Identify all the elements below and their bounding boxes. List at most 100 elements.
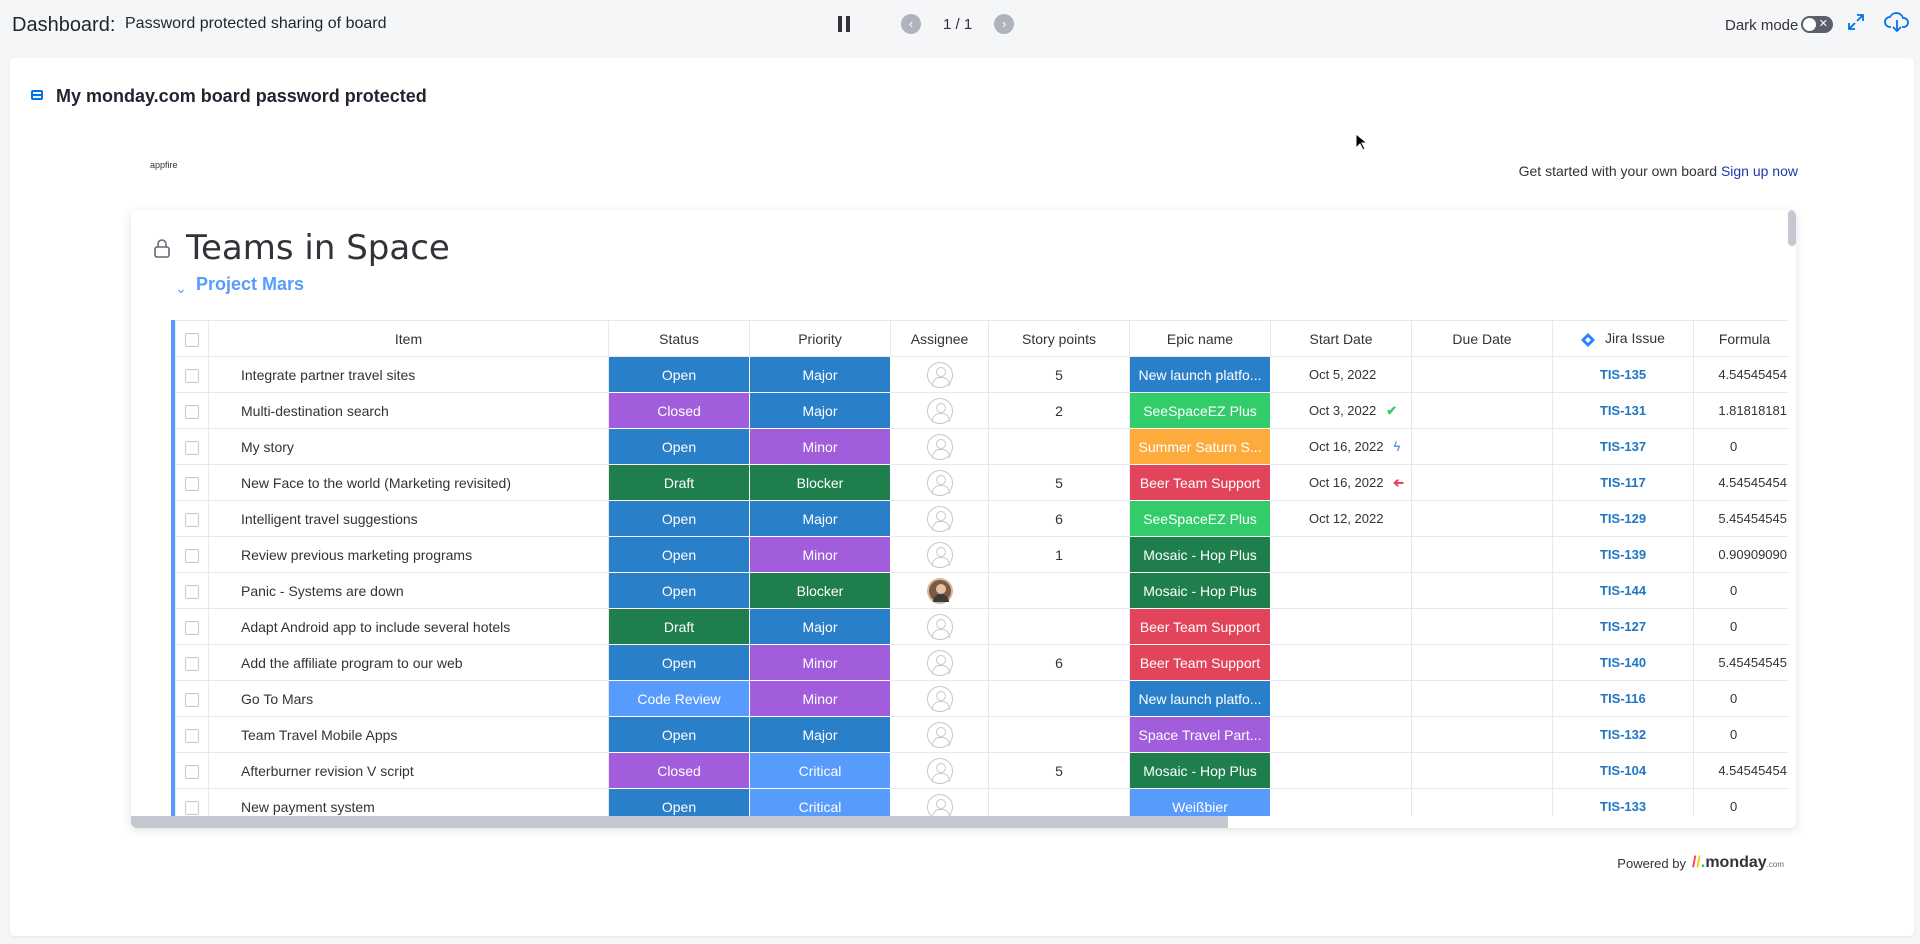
row-checkbox[interactable] bbox=[175, 464, 209, 501]
table-row[interactable]: Review previous marketing programs Open Mi… bbox=[175, 536, 1788, 573]
item-name[interactable]: Intelligent travel suggestions bbox=[208, 500, 609, 537]
item-name[interactable]: Review previous marketing programs bbox=[208, 536, 609, 573]
item-name[interactable]: Integrate partner travel sites bbox=[208, 356, 609, 393]
row-checkbox[interactable] bbox=[175, 572, 209, 609]
assignee-cell[interactable] bbox=[890, 680, 989, 717]
story-points-cell[interactable] bbox=[988, 608, 1130, 645]
table-row[interactable]: Go To Mars Code Review Minor New launch pla… bbox=[175, 680, 1788, 717]
priority-cell[interactable]: Minor bbox=[749, 680, 891, 717]
story-points-cell[interactable]: 5 bbox=[988, 464, 1130, 501]
sign-up-link[interactable]: Sign up now bbox=[1720, 163, 1798, 179]
assignee-cell[interactable] bbox=[890, 428, 989, 465]
status-cell[interactable]: Open bbox=[608, 788, 750, 818]
table-row[interactable]: New Face to the world (Marketing revisit… bbox=[175, 464, 1788, 501]
epic-name-cell[interactable]: Mosaic - Hop Plus bbox=[1129, 536, 1271, 573]
status-cell[interactable]: Code Review bbox=[608, 680, 750, 717]
table-row[interactable]: Add the affiliate program to our web Open… bbox=[175, 644, 1788, 681]
story-points-cell[interactable] bbox=[988, 788, 1130, 818]
column-header-assignee[interactable]: Assignee bbox=[890, 320, 989, 357]
assignee-cell[interactable] bbox=[890, 392, 989, 429]
row-checkbox[interactable] bbox=[175, 716, 209, 753]
story-points-cell[interactable]: 5 bbox=[988, 356, 1130, 393]
story-points-cell[interactable]: 2 bbox=[988, 392, 1130, 429]
story-points-cell[interactable]: 5 bbox=[988, 752, 1130, 789]
epic-name-cell[interactable]: Beer Team Support bbox=[1129, 644, 1271, 681]
row-checkbox[interactable] bbox=[175, 428, 209, 465]
epic-name-cell[interactable]: New launch platfo... bbox=[1129, 680, 1271, 717]
epic-name-cell[interactable]: SeeSpaceEZ Plus bbox=[1129, 392, 1271, 429]
start-date-cell[interactable]: Oct 3, 2022 ✔ bbox=[1270, 392, 1412, 429]
epic-name-cell[interactable]: Weißbier bbox=[1129, 788, 1271, 818]
jira-issue-link[interactable]: TIS-135 bbox=[1552, 356, 1694, 393]
story-points-cell[interactable] bbox=[988, 716, 1130, 753]
start-date-cell[interactable] bbox=[1270, 752, 1412, 789]
column-header-story-points[interactable]: Story points bbox=[988, 320, 1130, 357]
epic-name-cell[interactable]: Beer Team Support bbox=[1129, 608, 1271, 645]
item-name[interactable]: New Face to the world (Marketing revisit… bbox=[208, 464, 609, 501]
row-checkbox[interactable] bbox=[175, 644, 209, 681]
due-date-cell[interactable] bbox=[1411, 356, 1553, 393]
start-date-cell[interactable] bbox=[1270, 536, 1412, 573]
status-cell[interactable]: Open bbox=[608, 644, 750, 681]
due-date-cell[interactable] bbox=[1411, 644, 1553, 681]
due-date-cell[interactable] bbox=[1411, 608, 1553, 645]
assignee-cell[interactable] bbox=[890, 464, 989, 501]
jira-issue-link[interactable]: TIS-139 bbox=[1552, 536, 1694, 573]
status-cell[interactable]: Draft bbox=[608, 608, 750, 645]
column-header-priority[interactable]: Priority bbox=[749, 320, 891, 357]
epic-name-cell[interactable]: New launch platfo... bbox=[1129, 356, 1271, 393]
due-date-cell[interactable] bbox=[1411, 788, 1553, 818]
horizontal-scrollbar[interactable] bbox=[131, 816, 1228, 828]
jira-issue-link[interactable]: TIS-127 bbox=[1552, 608, 1694, 645]
vertical-scrollbar[interactable] bbox=[1788, 210, 1796, 246]
table-row[interactable]: Multi-destination search Closed Major 2 SeeS… bbox=[175, 392, 1788, 429]
jira-issue-link[interactable]: TIS-117 bbox=[1552, 464, 1694, 501]
priority-cell[interactable]: Critical bbox=[749, 788, 891, 818]
column-header-epic-name[interactable]: Epic name bbox=[1129, 320, 1271, 357]
item-name[interactable]: Panic - Systems are down bbox=[208, 572, 609, 609]
item-name[interactable]: Afterburner revision V script bbox=[208, 752, 609, 789]
priority-cell[interactable]: Blocker bbox=[749, 464, 891, 501]
status-cell[interactable]: Open bbox=[608, 536, 750, 573]
row-checkbox[interactable] bbox=[175, 392, 209, 429]
select-all-checkbox[interactable] bbox=[175, 320, 209, 357]
status-cell[interactable]: Open bbox=[608, 716, 750, 753]
assignee-cell[interactable] bbox=[890, 752, 989, 789]
due-date-cell[interactable] bbox=[1411, 464, 1553, 501]
column-header-due-date[interactable]: Due Date bbox=[1411, 320, 1553, 357]
dark-mode-toggle[interactable]: ✕ bbox=[1801, 16, 1833, 33]
priority-cell[interactable]: Critical bbox=[749, 752, 891, 789]
row-checkbox[interactable] bbox=[175, 608, 209, 645]
row-checkbox[interactable] bbox=[175, 500, 209, 537]
due-date-cell[interactable] bbox=[1411, 536, 1553, 573]
start-date-cell[interactable] bbox=[1270, 788, 1412, 818]
due-date-cell[interactable] bbox=[1411, 500, 1553, 537]
status-cell[interactable]: Closed bbox=[608, 752, 750, 789]
table-row[interactable]: Team Travel Mobile Apps Open Major Space Tr… bbox=[175, 716, 1788, 753]
jira-issue-link[interactable]: TIS-140 bbox=[1552, 644, 1694, 681]
column-header-formula[interactable]: Formula bbox=[1693, 320, 1788, 357]
jira-issue-link[interactable]: TIS-132 bbox=[1552, 716, 1694, 753]
start-date-cell[interactable] bbox=[1270, 680, 1412, 717]
assignee-cell[interactable] bbox=[890, 788, 989, 818]
priority-cell[interactable]: Major bbox=[749, 716, 891, 753]
dashboard-name[interactable]: Password protected sharing of board bbox=[125, 15, 387, 32]
item-name[interactable]: New payment system bbox=[208, 788, 609, 818]
row-checkbox[interactable] bbox=[175, 680, 209, 717]
story-points-cell[interactable]: 6 bbox=[988, 500, 1130, 537]
due-date-cell[interactable] bbox=[1411, 392, 1553, 429]
start-date-cell[interactable]: Oct 5, 2022 bbox=[1270, 356, 1412, 393]
story-points-cell[interactable]: 1 bbox=[988, 536, 1130, 573]
priority-cell[interactable]: Minor bbox=[749, 428, 891, 465]
column-header-item[interactable]: Item bbox=[208, 320, 609, 357]
table-row[interactable]: Afterburner revision V script Closed Criti… bbox=[175, 752, 1788, 789]
priority-cell[interactable]: Minor bbox=[749, 644, 891, 681]
item-name[interactable]: My story bbox=[208, 428, 609, 465]
status-cell[interactable]: Open bbox=[608, 428, 750, 465]
due-date-cell[interactable] bbox=[1411, 572, 1553, 609]
priority-cell[interactable]: Major bbox=[749, 500, 891, 537]
start-date-cell[interactable]: Oct 12, 2022 bbox=[1270, 500, 1412, 537]
table-row[interactable]: My story Open Minor Summer Saturn S... Oct 1… bbox=[175, 428, 1788, 465]
epic-name-cell[interactable]: Mosaic - Hop Plus bbox=[1129, 572, 1271, 609]
due-date-cell[interactable] bbox=[1411, 716, 1553, 753]
